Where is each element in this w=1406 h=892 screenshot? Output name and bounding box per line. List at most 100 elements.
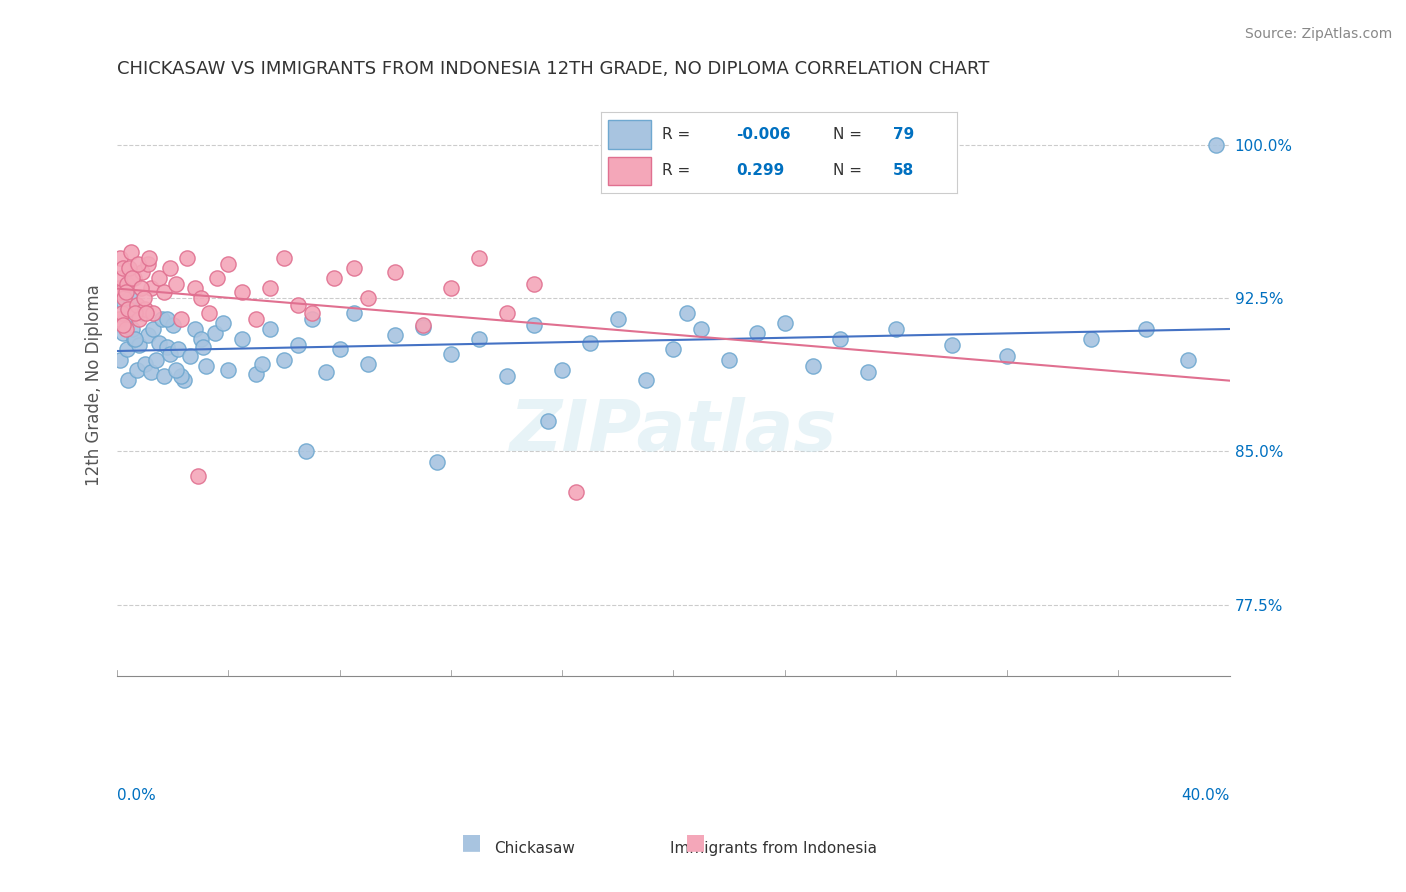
Point	[212, 316, 235, 330]
Point	[112, 318, 135, 332]
Point	[190, 332, 212, 346]
Point	[468, 332, 491, 346]
Point	[231, 332, 253, 346]
Point	[301, 306, 323, 320]
Text: Chickasaw: Chickasaw	[494, 841, 575, 856]
Point	[127, 257, 149, 271]
Point	[114, 322, 136, 336]
Point	[287, 338, 309, 352]
Point	[159, 260, 181, 275]
Point	[995, 349, 1018, 363]
Point	[118, 292, 141, 306]
Point	[676, 306, 699, 320]
Point	[329, 343, 352, 357]
Point	[111, 326, 134, 340]
Y-axis label: 12th Grade, No Diploma: 12th Grade, No Diploma	[86, 285, 103, 486]
Text: Source: ZipAtlas.com: Source: ZipAtlas.com	[1244, 27, 1392, 41]
Point	[120, 301, 142, 316]
Point	[110, 318, 132, 332]
Point	[342, 306, 364, 320]
Point	[231, 285, 253, 300]
Point	[128, 311, 150, 326]
Point	[634, 373, 657, 387]
Point	[136, 257, 159, 271]
Point	[145, 352, 167, 367]
Point	[159, 346, 181, 360]
Point	[801, 359, 824, 373]
Point	[176, 251, 198, 265]
Point	[1205, 138, 1227, 153]
Point	[412, 320, 434, 334]
Point	[122, 271, 145, 285]
Point	[207, 271, 229, 285]
Point	[128, 338, 150, 352]
Point	[856, 365, 879, 379]
Point	[107, 311, 129, 326]
Point	[495, 369, 517, 384]
Point	[204, 326, 226, 340]
Point	[523, 277, 546, 292]
Text: 0.0%: 0.0%	[117, 789, 156, 803]
Point	[187, 469, 209, 483]
Point	[121, 271, 143, 285]
Point	[356, 292, 378, 306]
Point	[579, 336, 602, 351]
Point	[245, 367, 267, 381]
Point	[111, 306, 134, 320]
Text: Immigrants from Indonesia: Immigrants from Indonesia	[669, 841, 877, 856]
Point	[148, 271, 170, 285]
Point	[115, 343, 138, 357]
Point	[165, 277, 187, 292]
Point	[250, 357, 273, 371]
Point	[112, 292, 135, 306]
Point	[412, 318, 434, 332]
Point	[1177, 352, 1199, 367]
Point	[118, 260, 141, 275]
Point	[830, 332, 852, 346]
Point	[122, 332, 145, 346]
Point	[110, 271, 132, 285]
Point	[198, 306, 221, 320]
Point	[884, 322, 907, 336]
Point	[165, 363, 187, 377]
Point	[108, 281, 131, 295]
Point	[718, 352, 741, 367]
Point	[217, 257, 239, 271]
Point	[134, 357, 156, 371]
Point	[136, 328, 159, 343]
Point	[156, 341, 179, 355]
Point	[523, 318, 546, 332]
Point	[108, 251, 131, 265]
Text: ■: ■	[686, 832, 706, 852]
Point	[323, 271, 346, 285]
Point	[356, 357, 378, 371]
Point	[1135, 322, 1157, 336]
Point	[134, 301, 156, 316]
Point	[117, 373, 139, 387]
Point	[184, 281, 207, 295]
Point	[121, 322, 143, 336]
Point	[115, 285, 138, 300]
Point	[179, 349, 201, 363]
Point	[295, 444, 318, 458]
Point	[132, 292, 155, 306]
Point	[440, 346, 463, 360]
Point	[273, 352, 295, 367]
Point	[150, 311, 173, 326]
Point	[184, 322, 207, 336]
Point	[114, 311, 136, 326]
Point	[690, 322, 713, 336]
Point	[139, 365, 162, 379]
Point	[565, 485, 588, 500]
Point	[384, 265, 406, 279]
Point	[162, 318, 184, 332]
Point	[153, 369, 176, 384]
Point	[468, 251, 491, 265]
Point	[440, 281, 463, 295]
Point	[131, 265, 153, 279]
Point	[124, 332, 146, 346]
Point	[138, 251, 160, 265]
Point	[606, 311, 628, 326]
Point	[773, 316, 796, 330]
Point	[142, 322, 165, 336]
